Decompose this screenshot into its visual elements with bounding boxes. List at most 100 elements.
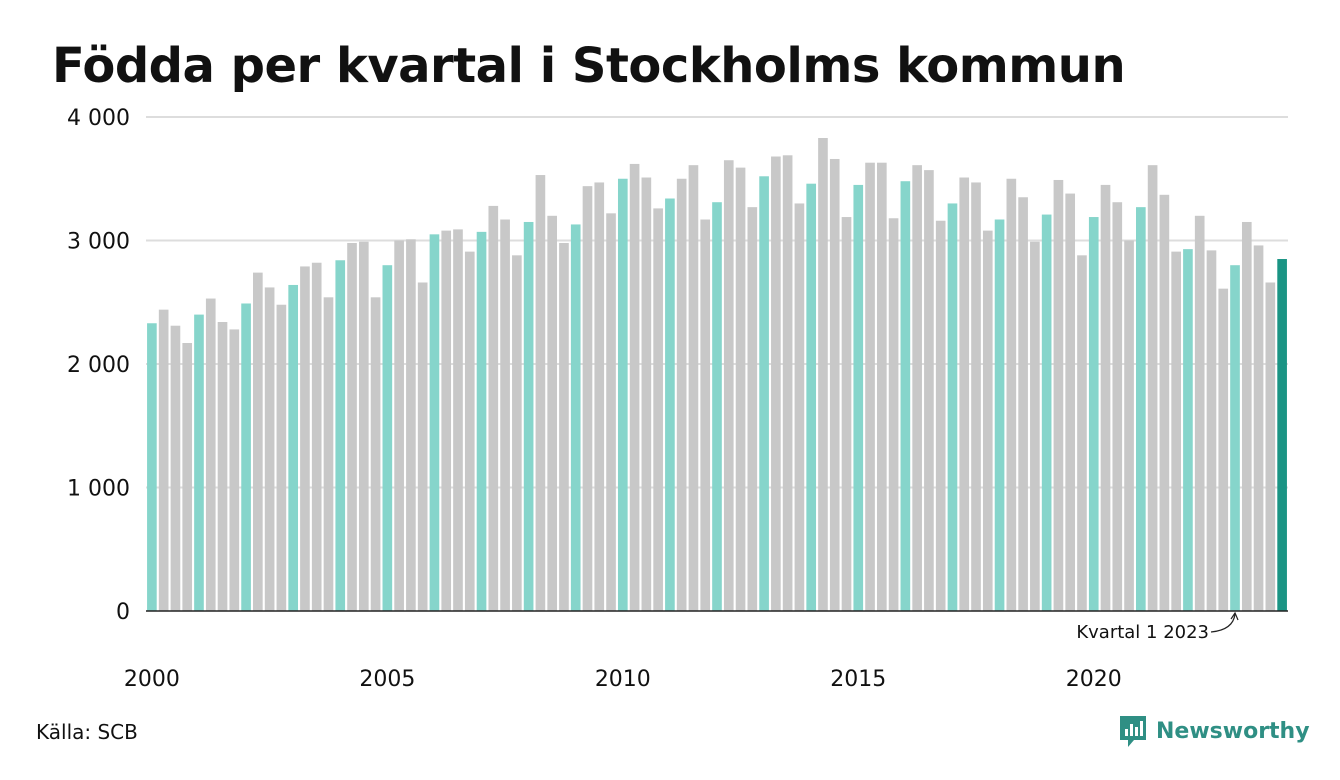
bar <box>1265 282 1276 611</box>
bar <box>747 207 758 611</box>
bar <box>782 155 793 612</box>
bar <box>288 284 298 611</box>
bar <box>841 217 852 612</box>
x-tick-label: 2015 <box>830 667 886 692</box>
bar <box>1053 179 1064 612</box>
bar <box>712 202 722 611</box>
bar <box>1041 214 1052 611</box>
bar <box>1206 250 1217 611</box>
bar <box>1183 249 1193 611</box>
bar <box>629 163 640 611</box>
x-tick-label: 2005 <box>359 667 415 692</box>
bar <box>194 314 204 611</box>
bar <box>559 242 569 611</box>
bar <box>1147 165 1158 612</box>
newsworthy-logo: Newsworthy <box>1118 714 1310 748</box>
bar <box>688 165 699 612</box>
bar <box>935 220 946 612</box>
bar <box>264 287 275 611</box>
bar <box>1277 259 1287 611</box>
bar <box>335 260 346 611</box>
bar <box>641 177 652 611</box>
bar <box>912 165 922 612</box>
y-tick-label: 0 <box>116 600 130 625</box>
bar <box>347 242 357 611</box>
bar <box>594 182 605 611</box>
bar <box>829 158 840 612</box>
bar <box>582 186 593 611</box>
bar <box>311 262 322 611</box>
bar <box>358 241 369 612</box>
bar <box>1088 217 1099 612</box>
bar <box>1006 178 1017 611</box>
bar <box>1218 288 1229 611</box>
bar <box>982 230 993 611</box>
bar <box>947 203 958 611</box>
bar <box>147 323 157 611</box>
bar <box>818 138 828 611</box>
bar <box>500 219 510 611</box>
bar <box>888 218 899 611</box>
bar <box>1159 194 1170 611</box>
bar <box>1077 255 1087 611</box>
bar <box>1136 207 1146 611</box>
bar <box>406 239 416 611</box>
bar <box>229 329 240 611</box>
bar <box>900 181 911 611</box>
bar <box>735 167 746 611</box>
bar <box>1065 193 1076 611</box>
bar <box>241 303 251 611</box>
bar <box>1124 240 1134 611</box>
bar <box>464 251 475 611</box>
bar <box>617 178 628 611</box>
y-tick-label: 2 000 <box>67 353 130 378</box>
bar <box>417 282 428 611</box>
bar <box>771 156 781 611</box>
bar <box>182 343 193 611</box>
source-label: Källa: SCB <box>36 720 138 744</box>
x-tick-label: 2010 <box>595 667 651 692</box>
bar <box>547 215 557 612</box>
x-tick-label: 2020 <box>1066 667 1122 692</box>
bar <box>476 231 487 612</box>
bar <box>1100 184 1111 612</box>
bar <box>806 183 817 611</box>
bar <box>971 182 981 611</box>
bar <box>441 230 452 611</box>
bar <box>217 322 228 611</box>
bar <box>676 178 687 611</box>
bar <box>994 219 1005 611</box>
bar <box>1194 215 1205 612</box>
bar <box>1230 265 1240 611</box>
bar <box>300 266 310 611</box>
annotation-arrow <box>1210 613 1236 633</box>
bar <box>370 297 381 611</box>
bar <box>488 205 499 612</box>
annotation-label: Kvartal 1 2023 <box>1076 622 1209 643</box>
bar <box>606 213 616 611</box>
bar <box>276 304 287 611</box>
bar <box>959 177 970 611</box>
chart-title: Födda per kvartal i Stockholms kommun <box>52 38 1126 94</box>
bar <box>1241 221 1252 612</box>
bar <box>323 297 334 611</box>
bar <box>1171 251 1181 611</box>
bar <box>1018 197 1028 611</box>
y-tick-label: 4 000 <box>67 106 130 131</box>
bar <box>865 162 875 611</box>
bar <box>723 160 734 612</box>
bar <box>570 224 581 611</box>
bar <box>158 309 169 611</box>
bar <box>429 234 440 611</box>
bar <box>853 184 864 612</box>
bar <box>700 219 711 611</box>
bar <box>653 208 663 611</box>
bar <box>535 175 546 612</box>
bar <box>453 229 463 611</box>
y-tick-label: 1 000 <box>67 477 130 502</box>
bar <box>924 170 934 612</box>
newsworthy-logo-icon <box>1120 716 1146 747</box>
bar <box>1030 241 1040 612</box>
y-tick-label: 3 000 <box>67 230 130 255</box>
